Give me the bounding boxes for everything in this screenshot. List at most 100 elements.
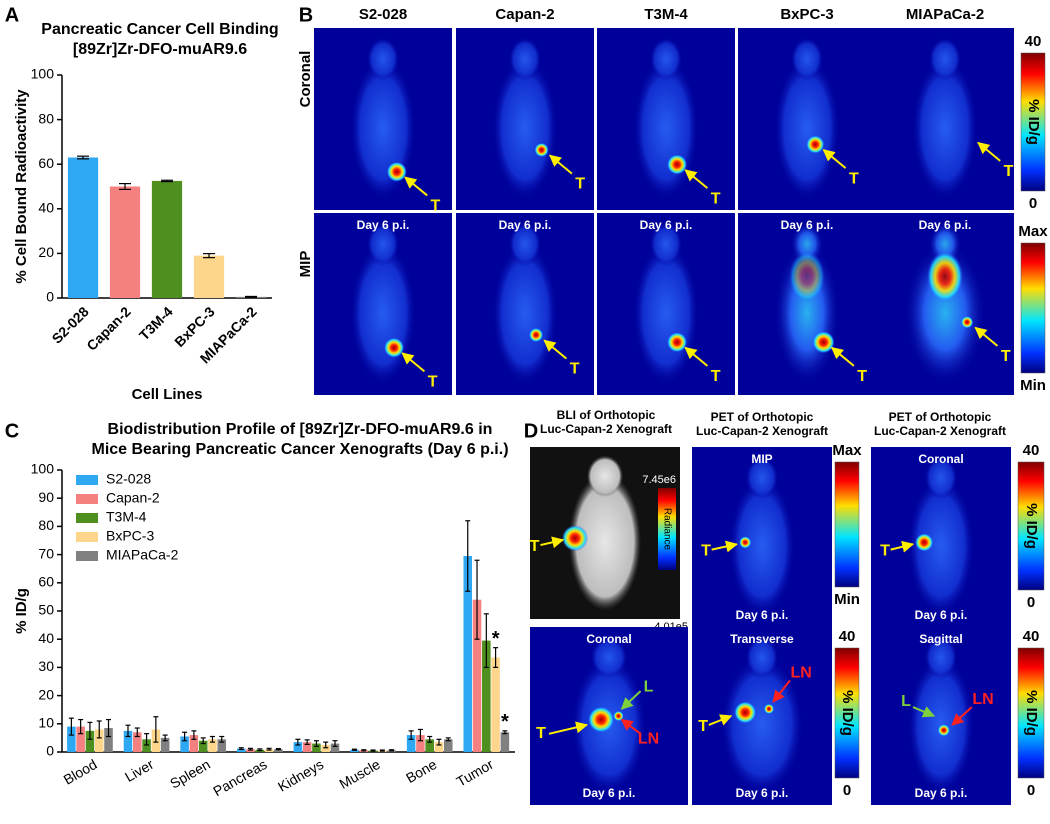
animal-body [773,55,841,201]
y-tick-label: 0 [46,289,54,305]
bar [293,742,303,752]
animal-head [366,37,400,81]
image-annotation: T [698,718,708,735]
colorbar-max: 7.45e6 [642,474,676,486]
error-bar [275,748,281,751]
pet-image [456,213,594,395]
image-annotation: T [1001,348,1011,365]
colorbar-max: Max [1018,223,1048,240]
panel-label: D [524,420,538,442]
x-tick-label: Tumor [453,756,496,790]
hotspot [915,533,934,552]
error-bar [68,717,74,736]
error-bar [445,737,451,742]
image-annotation: T [701,543,711,560]
column-header: Capan-2 [495,6,554,23]
image-title: Luc-Capan-2 Xenograft [874,424,1006,438]
bar [416,735,425,752]
y-tick-label: 100 [31,66,55,82]
pet-image [530,627,688,805]
image-annotation: T [711,190,721,207]
image-title: BLI of Orthotopic [557,408,656,422]
x-tick-label: Capan-2 [83,303,134,354]
bar [67,157,99,298]
legend-label: S2-028 [106,471,151,487]
colorbar-max: 40 [1025,33,1042,50]
error-bar [323,741,329,749]
bar [133,732,142,752]
bar [94,729,104,752]
x-tick-label: Pancreas [210,756,269,799]
organ-uptake [927,251,963,303]
error-bar [161,179,173,183]
chart-title: [89Zr]Zr-DFO-muAR9.6 [73,41,247,58]
legend-label: T3M-4 [106,509,147,525]
colorbar-min: Min [834,591,860,608]
error-bar [370,749,376,752]
image-annotation: T [849,170,859,187]
colorbar [1020,52,1046,192]
hotspot [588,706,615,733]
hotspot [961,316,974,329]
bar [500,732,510,752]
column-header: S2-028 [359,6,407,23]
view-label: Coronal [586,632,631,646]
colorbar [1017,461,1045,591]
y-tick-label: 70 [38,545,54,561]
bar [312,743,321,752]
arrow [543,339,568,360]
error-bar [389,749,395,752]
bar [406,735,416,752]
image-annotation: T [431,198,441,215]
bar [180,736,189,752]
error-bar [182,731,188,742]
view-label: MIP [751,452,772,466]
error-bar [408,730,414,740]
bar [330,743,340,752]
bar [236,748,246,752]
arrow [540,536,565,549]
error-bar [77,155,89,160]
panel-label: C [5,420,19,442]
row-label: MIP [297,251,314,278]
colorbar-min: 0 [1027,594,1035,611]
y-tick-label: 40 [38,630,54,646]
bar [482,640,491,752]
hotspot [812,331,835,354]
arrow [711,540,738,553]
hotspot [734,701,757,724]
image-annotation: LN [972,691,993,708]
error-bar [144,733,150,746]
colorbar-max: 40 [839,628,856,645]
hotspot [384,337,405,358]
error-bar [361,749,367,752]
annotation: * [492,628,500,650]
hotspot [534,142,549,157]
image-title: Luc-Capan-2 Xenograft [540,422,672,436]
column-header: MIAPaCa-2 [906,6,984,23]
timepoint-label: Day 6 p.i. [915,786,968,800]
animal-head [790,37,824,81]
pet-image [871,627,1011,805]
bar [208,739,217,752]
error-bar [203,253,215,259]
y-tick-label: 20 [38,686,54,702]
arrow [708,714,733,726]
pet-image [738,28,876,210]
image-title: PET of Orthotopic [711,410,814,424]
animal-body [907,653,975,797]
error-bar [78,718,84,735]
arrow [404,176,428,197]
hotspot [529,327,544,342]
error-bar [266,747,272,751]
image-annotation: T [857,368,867,385]
colorbar-min: 0 [1027,782,1035,799]
colorbar-max: 40 [1023,442,1040,459]
pet-image [597,28,735,210]
animal-body [491,240,559,386]
bar [217,739,227,752]
colorbar-label: % ID/g [839,690,856,736]
error-bar [162,734,168,742]
arrow [974,326,999,347]
error-bar [245,295,257,298]
